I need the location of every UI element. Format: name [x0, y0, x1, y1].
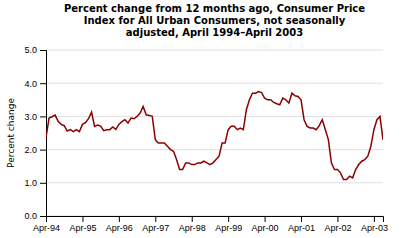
- grid-line: [46, 149, 383, 150]
- x-tick-mark: [82, 216, 83, 222]
- grid: [46, 50, 383, 216]
- x-tick-label: Apr-96: [106, 223, 133, 233]
- y-tick-mark: [40, 150, 46, 151]
- y-tick-mark: [40, 50, 46, 51]
- title: Percent change from 12 months ago, Consu…: [64, 3, 365, 38]
- x-tick-mark: [337, 216, 338, 222]
- marks: [46, 92, 383, 180]
- grid-line: [46, 83, 383, 84]
- y-tick-label: 2.0: [24, 145, 37, 155]
- y-axis-title: Percent change: [6, 98, 16, 168]
- x-tick-label: Apr-02: [324, 223, 351, 233]
- line: [46, 92, 383, 180]
- x-tick: Apr-97: [142, 216, 169, 233]
- y-axis-line: [40, 51, 47, 217]
- y-tick: 0.0: [24, 211, 46, 221]
- x-tick-label: Apr-03: [361, 223, 388, 233]
- x-tick: Apr-99: [215, 216, 242, 233]
- x-tick-mark: [192, 216, 193, 222]
- x-tick-mark: [155, 216, 156, 222]
- title-line: adjusted, April 1994–April 2003: [126, 27, 303, 38]
- y-tick-mark: [40, 116, 46, 117]
- y-tick-label: 1.0: [24, 178, 37, 188]
- x-tick-label: Apr-94: [33, 223, 60, 233]
- y-axis: 0.0 1.0 2.0 3.0 4.0 5.0: [24, 45, 46, 221]
- y-tick: 2.0: [24, 145, 46, 155]
- y-tick: 3.0: [24, 112, 46, 122]
- x-tick: Apr-00: [252, 216, 279, 233]
- y-tick-label: 4.0: [24, 79, 37, 89]
- y-tick-mark: [40, 183, 46, 184]
- x-tick: Apr-03: [361, 216, 388, 233]
- x-axis: Apr-94 Apr-95 Apr-96 Apr-97 Apr-98 Apr-99 Apr-…: [33, 216, 388, 233]
- x-tick-mark: [119, 216, 120, 222]
- x-tick-mark: [301, 216, 302, 222]
- y-tick-mark: [40, 83, 46, 84]
- x-tick: Apr-02: [324, 216, 351, 233]
- grid-line: [46, 50, 383, 51]
- y-tick-label: 5.0: [24, 45, 37, 55]
- x-tick: Apr-95: [69, 216, 96, 233]
- x-tick: Apr-96: [106, 216, 133, 233]
- x-tick-label: Apr-95: [69, 223, 96, 233]
- x-tick-label: Apr-99: [215, 223, 242, 233]
- x-tick-label: Apr-97: [142, 223, 169, 233]
- x-tick-label: Apr-00: [252, 223, 279, 233]
- x-tick: Apr-98: [179, 216, 206, 233]
- y-tick-mark: [40, 216, 46, 217]
- y-tick-label: 3.0: [24, 112, 37, 122]
- chart: Apr-94 Apr-95 Apr-96 Apr-97 Apr-98 Apr-99 Apr-…: [0, 0, 401, 238]
- y-tick: 5.0: [24, 45, 46, 55]
- title-line: Percent change from 12 months ago, Consu…: [64, 3, 365, 14]
- x-axis-line: [47, 217, 384, 223]
- plot: Apr-94 Apr-95 Apr-96 Apr-97 Apr-98 Apr-99 Apr-…: [24, 45, 387, 233]
- grid-line: [46, 116, 383, 117]
- x-tick: Apr-94: [33, 216, 60, 233]
- x-tick-mark: [265, 216, 266, 222]
- x-tick-label: Apr-98: [179, 223, 206, 233]
- x-tick-mark: [374, 216, 375, 222]
- title-line: Index for All Urban Consumers, not seaso…: [84, 15, 346, 26]
- x-tick-label: Apr-01: [288, 223, 315, 233]
- grid-line: [46, 182, 383, 183]
- y-tick: 1.0: [24, 178, 46, 188]
- y-tick-label: 0.0: [24, 211, 37, 221]
- x-tick-mark: [228, 216, 229, 222]
- y-tick: 4.0: [24, 79, 46, 89]
- x-tick: Apr-01: [288, 216, 315, 233]
